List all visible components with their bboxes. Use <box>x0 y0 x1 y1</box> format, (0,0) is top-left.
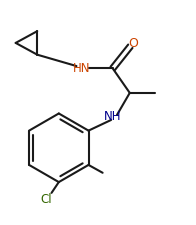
Text: HN: HN <box>73 62 90 75</box>
Text: O: O <box>128 37 138 50</box>
Text: NH: NH <box>104 110 122 123</box>
Text: Cl: Cl <box>41 193 52 206</box>
